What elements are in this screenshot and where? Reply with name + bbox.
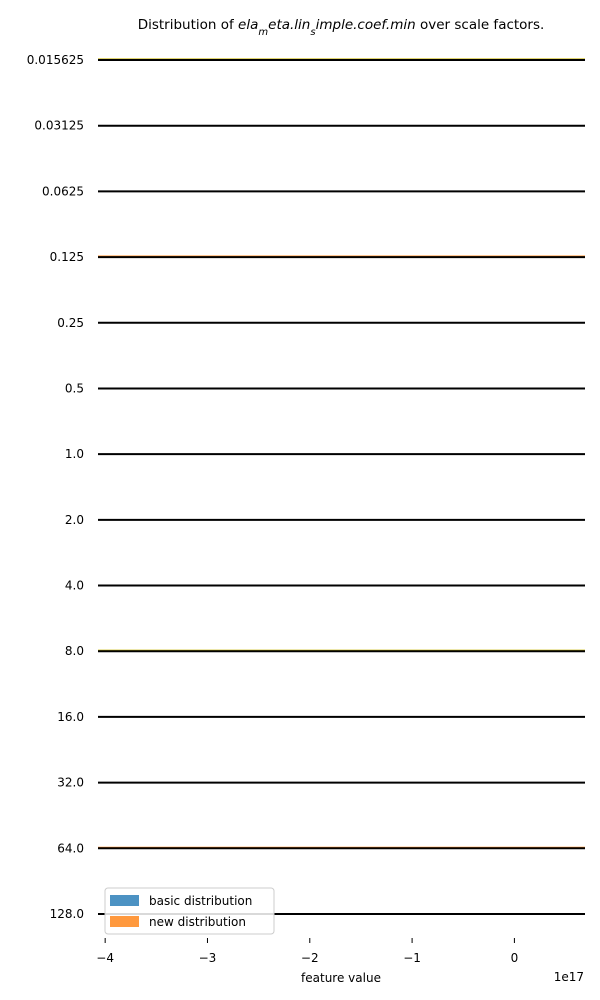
chart-title-math-rest2: imple.coef.min — [316, 17, 416, 33]
legend-swatch-new — [110, 916, 139, 927]
chart-title-prefix: Distribution of — [138, 17, 238, 33]
legend-label-basic: basic distribution — [149, 894, 252, 908]
x-tick-label: −2 — [301, 951, 319, 965]
chart-title-math-sub2: s — [310, 27, 315, 38]
scale-factor-label: 32.0 — [57, 776, 84, 790]
x-axis: −4 −3 −2 −1 0 — [96, 938, 518, 965]
chart-title-suffix: over scale factors. — [416, 17, 545, 33]
x-axis-label: feature value — [301, 971, 381, 985]
scale-factor-label: 64.0 — [57, 841, 84, 855]
chart-title-math-rest: eta.lin — [268, 17, 310, 33]
x-tick-label: −3 — [199, 951, 217, 965]
chart-title-math: ela — [238, 17, 258, 33]
scale-factor-label: 16.0 — [57, 710, 84, 724]
scale-factor-label: 8.0 — [65, 644, 84, 658]
scale-factor-label: 0.25 — [57, 316, 84, 330]
x-tick-label: −4 — [96, 951, 114, 965]
x-tick-label: −1 — [403, 951, 421, 965]
scale-factor-label: 128.0 — [50, 907, 84, 921]
scale-factor-label: 0.015625 — [27, 53, 84, 67]
scale-factor-label: 4.0 — [65, 579, 84, 593]
x-axis-offset-text: 1e17 — [554, 970, 584, 984]
scale-factor-label: 0.0625 — [42, 184, 84, 198]
scale-factor-label: 0.125 — [50, 250, 84, 264]
scale-factor-label: 2.0 — [65, 513, 84, 527]
legend-box — [104, 887, 275, 935]
scale-factor-label: 0.5 — [65, 381, 84, 395]
x-tick-label: 0 — [511, 951, 519, 965]
scale-factor-label: 0.03125 — [34, 119, 84, 133]
chart-title-math-sub: m — [258, 27, 268, 38]
ridge-rows: 0.015625 0.03125 0.0625 0.125 0.25 0.5 1.0 2.0 4… — [27, 53, 585, 921]
chart-title: Distribution of elameta.linsimple.coef.m… — [138, 17, 545, 38]
legend-swatch-basic — [110, 895, 139, 906]
legend-label-new: new distribution — [149, 915, 246, 929]
legend: basic distribution new distribution — [104, 887, 275, 935]
scale-factor-label: 1.0 — [65, 447, 84, 461]
